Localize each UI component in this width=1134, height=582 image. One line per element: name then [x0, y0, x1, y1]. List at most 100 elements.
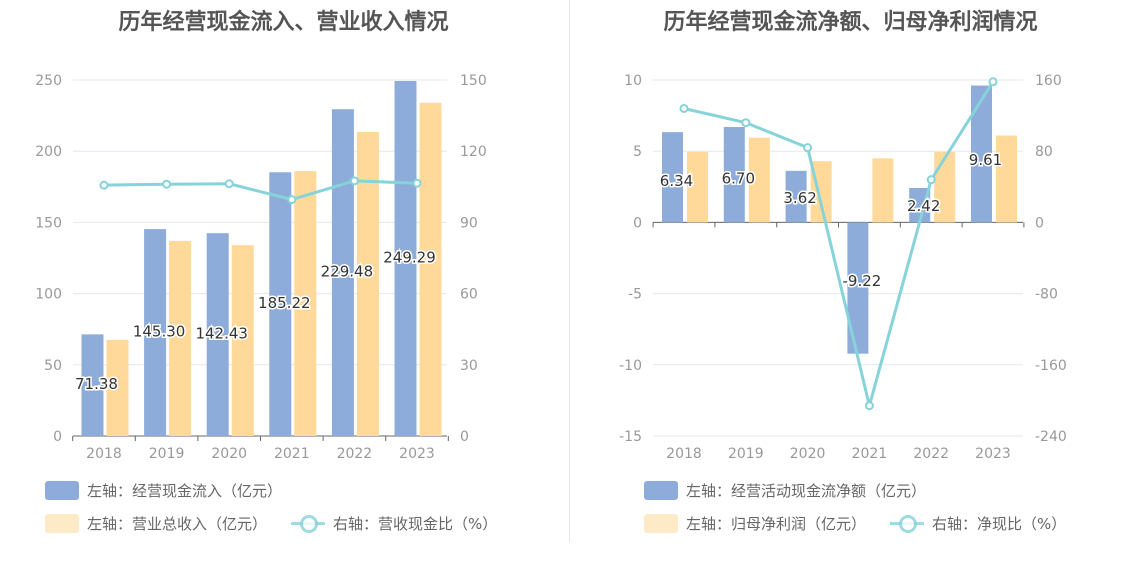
line-point [99, 180, 109, 190]
chart-svg-left: 0 50 100 150 200 250 0 30 60 90 120 150 2018 2019 2020… [35, 73, 487, 462]
bar-series2 [294, 171, 317, 437]
legend-item[interactable]: 左轴：营业总收入（亿元） [45, 513, 267, 534]
panel-divider [569, 0, 570, 542]
bar-series2 [872, 158, 894, 223]
right-axis-tick-label: 60 [460, 287, 478, 303]
legend-left-row2: 左轴：营业总收入（亿元） 右轴：营收现金比（%） [45, 513, 497, 534]
right-axis-tick-label: 160 [1035, 73, 1062, 89]
bar-series1 [394, 81, 417, 436]
bar-series2 [687, 151, 708, 223]
legend-label: 左轴：经营活动现金流净额（亿元） [686, 482, 927, 500]
bar-series1 [909, 187, 931, 223]
x-axis-tick-label: 2022 [913, 446, 949, 462]
chart-title-right: 历年经营现金流净额、归母净利润情况 [663, 10, 1038, 35]
x-axis-tick-label: 2019 [728, 446, 764, 462]
bar-data-label: 71.38 [75, 375, 118, 393]
x-axis-tick-label: 2022 [337, 446, 373, 462]
legend-label: 右轴：净现比（%） [932, 515, 1067, 533]
legend-label: 左轴：经营现金流入（亿元） [87, 482, 283, 500]
right-axis-tick-label: -160 [1035, 358, 1067, 374]
bar-series1 [662, 132, 683, 223]
legend-bar-swatch [644, 481, 678, 500]
line-series [103, 179, 418, 202]
bar-series2 [169, 240, 192, 436]
right-axis-tick-label: -240 [1035, 429, 1067, 445]
bar-data-label: 229.48 [321, 263, 374, 281]
right-axis-tick-label: 0 [460, 429, 469, 445]
left-axis-tick-label: 10 [624, 73, 642, 89]
legend-label: 左轴：营业总收入（亿元） [87, 515, 268, 533]
chart-panel-right: 历年经营现金流净额、归母净利润情况 -15 -10 -5 0 5 10 -240 -160 -8… [567, 0, 1134, 582]
line-point [162, 179, 172, 189]
line-point [224, 179, 234, 189]
line-point [864, 401, 874, 411]
x-axis-tick-label: 2021 [852, 446, 888, 462]
line-point [349, 176, 359, 186]
right-axis-tick-label: 120 [460, 144, 487, 160]
left-axis-tick-label: -10 [619, 358, 642, 374]
line-point [741, 118, 751, 128]
x-axis-tick-label: 2018 [86, 446, 122, 462]
bar-data-label: 249.29 [383, 249, 436, 267]
right-axis-tick-label: 80 [1035, 144, 1053, 160]
left-axis-tick-label: -5 [628, 287, 642, 303]
line-point [679, 103, 689, 113]
legend-line-swatch [890, 514, 925, 533]
chart-svg-right: -15 -10 -5 0 5 10 -240 -160 -80 0 80 160 2018 2019 202… [619, 73, 1067, 462]
bar-data-label: 142.43 [195, 325, 248, 343]
legend-label: 右轴：营收现金比（%） [333, 515, 498, 533]
bar-data-label: 6.70 [722, 169, 755, 187]
x-axis-tick-label: 2019 [149, 446, 185, 462]
right-axis-tick-label: -80 [1035, 287, 1058, 303]
legend-item[interactable]: 右轴：营收现金比（%） [291, 513, 497, 534]
bar-data-label: 6.34 [660, 172, 693, 190]
x-axis-tick-label: 2023 [975, 446, 1011, 462]
left-axis-tick-label: 0 [633, 215, 642, 231]
x-axis-tick-label: 2020 [790, 446, 826, 462]
legend-item[interactable]: 左轴：归母净利润（亿元） [644, 513, 866, 534]
bar-series1 [331, 109, 354, 436]
right-axis-tick-label: 0 [1035, 215, 1044, 231]
bar-data-label: 2.42 [907, 197, 940, 215]
bar-data-label: 185.22 [258, 294, 311, 312]
bar-series2 [356, 131, 379, 436]
line-point [287, 195, 297, 205]
chart-panel-left: 历年经营现金流入、营业收入情况 0 50 100 150 200 250 0 30 60 90 12… [35, 10, 497, 534]
x-axis-tick-label: 2021 [274, 446, 310, 462]
bar-series2 [934, 151, 956, 223]
line-point [988, 77, 998, 87]
right-axis-tick-label: 150 [460, 73, 487, 89]
right-axis-tick-label: 90 [460, 215, 478, 231]
left-axis-tick-label: 250 [35, 73, 62, 89]
bar-series1 [971, 85, 992, 223]
bar-series1 [847, 222, 869, 354]
line-point [926, 175, 936, 185]
legend-item[interactable]: 左轴：经营现金流入（亿元） [45, 480, 282, 501]
left-axis-tick-label: 150 [35, 215, 62, 231]
legend-bar-swatch [644, 514, 678, 533]
bar-series2 [748, 137, 770, 223]
right-axis-tick-label: 30 [460, 358, 478, 374]
legend-left-row1: 左轴：经营现金流入（亿元） [45, 480, 282, 501]
left-axis-tick-label: 50 [44, 358, 62, 374]
bar-data-label: 3.62 [783, 189, 816, 207]
left-axis-tick-label: 5 [633, 144, 642, 160]
legend-line-swatch [291, 514, 326, 533]
line-point [803, 143, 813, 153]
bar-series1 [785, 170, 807, 223]
bar-series1 [269, 172, 292, 437]
chart-title-left: 历年经营现金流入、营业收入情况 [118, 10, 449, 35]
bar-data-label: 145.30 [133, 323, 186, 341]
left-axis-tick-label: 200 [35, 144, 62, 160]
legend-item[interactable]: 左轴：经营活动现金流净额（亿元） [644, 480, 926, 501]
line-point [412, 178, 422, 188]
bar-series1 [206, 233, 229, 436]
left-axis-tick-label: 100 [35, 287, 62, 303]
legend-bar-swatch [45, 481, 79, 500]
legend-right-row1: 左轴：经营活动现金流净额（亿元） [644, 480, 926, 501]
bar-data-label: 9.61 [969, 151, 1002, 169]
bar-series1 [81, 334, 104, 436]
bar-series2 [231, 245, 254, 436]
bar-series2 [419, 102, 442, 436]
legend-item[interactable]: 右轴：净现比（%） [890, 513, 1066, 534]
